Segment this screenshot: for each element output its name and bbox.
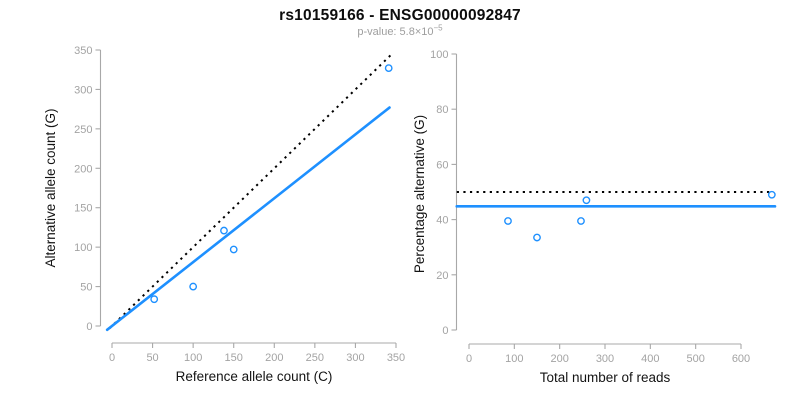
panel-right: 0 100 200 300 400 500 600 0 20 40 60 80 100 Total num… — [412, 49, 777, 385]
x-axis-title: Total number of reads — [540, 370, 671, 385]
y-tick-label: 0 — [442, 325, 448, 337]
y-tick-label: 100 — [430, 49, 448, 61]
x-tick-label: 350 — [387, 352, 405, 364]
x-tick-label: 200 — [265, 352, 283, 364]
data-point — [150, 295, 159, 304]
y-tick-label: 150 — [74, 203, 92, 215]
x-axis-title: Reference allele count (C) — [176, 369, 333, 384]
y-tick-label: 40 — [436, 215, 448, 227]
x-tick-label: 100 — [184, 352, 202, 364]
chart-title: rs10159166 - ENSG00000092847 — [279, 7, 521, 24]
y-tick-label: 200 — [74, 163, 92, 175]
x-tick-label: 150 — [225, 352, 243, 364]
x-tick-label: 200 — [550, 353, 568, 365]
data-point — [533, 233, 541, 242]
x-tick-label: 0 — [109, 352, 115, 364]
y-tick-label: 0 — [86, 321, 92, 333]
pvalue-exponent: −5 — [433, 23, 443, 33]
x-tick-label: 300 — [346, 352, 364, 364]
y-tick-label: 50 — [80, 282, 92, 294]
x-tick-label: 0 — [466, 353, 472, 365]
y-tick-label: 60 — [436, 159, 448, 171]
chart-subtitle: p-value: 5.8×10−5 — [0, 23, 800, 38]
data-point — [577, 217, 585, 225]
y-axis-title: Alternative allele count (G) — [43, 108, 58, 267]
data-point — [767, 190, 776, 199]
pvalue-text: p-value: 5.8×10 — [357, 26, 434, 38]
data-point — [582, 196, 591, 205]
x-tick-label: 50 — [146, 352, 158, 364]
x-tick-label: 300 — [596, 353, 614, 365]
x-tick-label: 400 — [641, 353, 659, 365]
data-point — [229, 245, 238, 254]
x-tick-label: 600 — [732, 353, 750, 365]
fit-solid-line — [105, 106, 391, 332]
x-tick-label: 250 — [306, 352, 324, 364]
y-tick-label: 80 — [436, 104, 448, 116]
identity-dotted-line — [108, 52, 394, 330]
data-point — [384, 64, 393, 73]
panel-left: 0 50 100 150 200 250 300 350 0 50 100 150 200 250 300 3… — [43, 45, 405, 384]
y-tick-label: 250 — [74, 124, 92, 136]
y-axis-title: Percentage alternative (G) — [412, 115, 427, 273]
data-point — [220, 226, 228, 235]
y-tick-label: 300 — [74, 84, 92, 96]
data-point — [189, 282, 198, 291]
x-tick-label: 500 — [686, 353, 704, 365]
data-point — [504, 217, 512, 225]
x-tick-label: 100 — [505, 353, 523, 365]
y-tick-label: 20 — [436, 270, 448, 282]
y-tick-label: 100 — [74, 242, 92, 254]
y-tick-label: 350 — [74, 45, 92, 57]
